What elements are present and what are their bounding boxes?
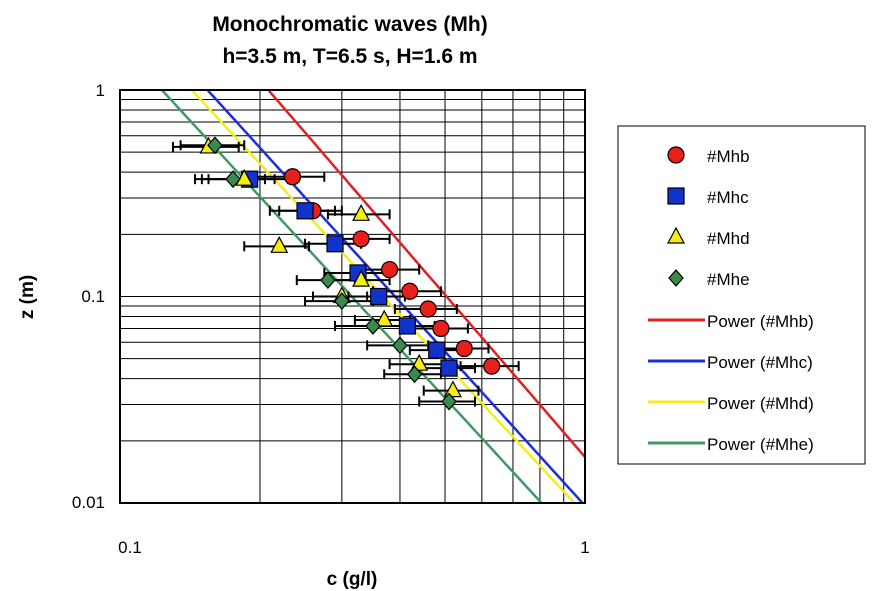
legend-marker-mhd (667, 226, 685, 244)
data-point-mhc (326, 235, 344, 253)
y-tick-label-0.1: 0.1 (81, 287, 105, 306)
legend-label-mhe: #Mhe (707, 270, 750, 289)
plot-frame (119, 89, 586, 504)
data-point-mhe (225, 170, 241, 189)
y-tick-label-1: 1 (96, 81, 105, 100)
data-point-mhd (352, 269, 371, 287)
data-point-mhe (406, 365, 423, 384)
data-point-mhe (392, 336, 408, 355)
data-point-mhb (283, 168, 302, 186)
data-point-mhd (235, 168, 254, 186)
legend-label-power-mhc: Power (#Mhc) (707, 353, 813, 372)
x-axis-label: c (g/l) (327, 569, 378, 590)
data-points (171, 136, 520, 411)
legend-label-mhb: #Mhb (707, 147, 750, 166)
legend-label-power-mhe: Power (#Mhe) (707, 435, 814, 454)
data-point-mhe (365, 317, 381, 335)
data-point-mhb (483, 357, 501, 375)
data-point-mhd (375, 309, 394, 327)
data-point-mhc (440, 359, 458, 377)
legend-marker-mhe (668, 269, 684, 287)
legend-marker-mhb (667, 146, 685, 164)
data-point-mhc (370, 287, 388, 306)
data-point-mhb (432, 319, 450, 338)
legend-box (617, 125, 866, 465)
x-tick-label-0.1: 0.1 (118, 538, 142, 557)
data-point-mhc (428, 341, 446, 359)
y-tick-label-0.01: 0.01 (72, 493, 105, 512)
data-point-mhe (441, 392, 457, 411)
x-tick-label-1: 1 (580, 538, 589, 557)
chart-title: Monochromatic waves (Mh) (212, 13, 487, 36)
legend-label-mhd: #Mhd (707, 229, 750, 248)
trendline-3 (190, 90, 577, 503)
legend: #Mhb #Mhc #Mhd #Mhe Power (#Mhb) Power (… (617, 125, 866, 465)
y-axis-label: z (m) (17, 275, 38, 319)
data-point-mhb (455, 339, 473, 358)
data-point-mhb (419, 300, 437, 318)
data-point-mhd (352, 204, 371, 221)
data-point-mhc (398, 317, 416, 335)
legend-label-power-mhb: Power (#Mhb) (707, 312, 814, 331)
trendline-1 (266, 90, 585, 458)
trendline-2 (205, 90, 585, 503)
data-point-mhb (352, 230, 370, 248)
data-point-mhb (401, 282, 419, 300)
data-point-mhe (207, 136, 223, 155)
legend-marker-mhc (667, 187, 685, 205)
data-point-mhd (270, 236, 289, 253)
chart-subtitle: h=3.5 m, T=6.5 s, H=1.6 m (222, 45, 477, 68)
data-point-mhc (296, 202, 314, 220)
legend-label-power-mhd: Power (#Mhd) (707, 394, 814, 413)
data-point-mhe (334, 292, 350, 311)
data-point-mhe (320, 271, 336, 290)
data-point-mhb (380, 260, 399, 279)
data-point-mhd (443, 380, 462, 398)
legend-label-mhc: #Mhc (707, 188, 749, 207)
